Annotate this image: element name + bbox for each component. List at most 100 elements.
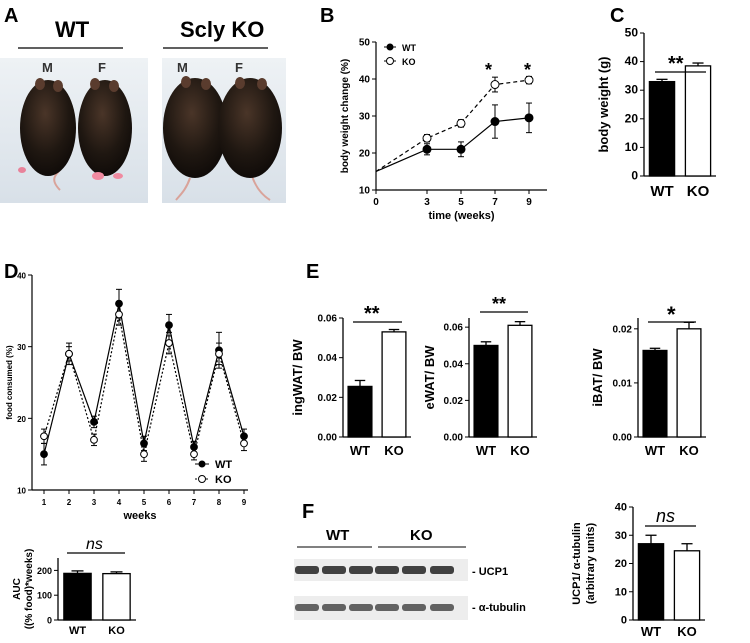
D-x-tick-label-3: 4 — [117, 498, 122, 507]
tubulin-band-4 — [375, 604, 399, 611]
C-bar-wt — [648, 80, 676, 177]
D-x-tick-label-5: 6 — [167, 498, 172, 507]
B-point-ko-1 — [422, 133, 432, 143]
D-AUC-bar-wt — [63, 572, 92, 621]
D-AUC-y-label-1: ((% food)*weeks) — [24, 549, 35, 630]
C-y-tick-label-0: 0 — [631, 169, 638, 183]
panel-c-sig: ** — [668, 53, 684, 75]
tubulin-band-6 — [430, 604, 454, 611]
D-y-tick-label-3: 40 — [17, 272, 26, 281]
photo-label-ko-m: M — [177, 60, 188, 75]
D-AUC-y-tick-label-0: 0 — [47, 616, 52, 626]
tubulin-band-5 — [402, 604, 426, 611]
B-line-wt — [375, 117, 530, 173]
E2-cat-label-wt: WT — [476, 443, 496, 458]
D-x-tick-label-8: 9 — [242, 498, 247, 507]
D-point-wt-5 — [165, 321, 173, 330]
E1-y-tick-label-2: 0.04 — [318, 353, 338, 364]
D-AUC-y-tick-label-1: 100 — [37, 591, 52, 601]
E2-y-tick-label-0: 0.00 — [444, 433, 464, 444]
C-cat-label-ko: KO — [687, 183, 710, 200]
C-y-label-0: body weight (g) — [596, 56, 611, 152]
F-bar-wt — [637, 543, 665, 621]
B-x-tick-label-2: 5 — [458, 197, 464, 208]
panel-b-legend: WT KO — [384, 43, 416, 67]
B-point-wt-2 — [456, 144, 466, 154]
panel-e2-sig: ** — [492, 294, 506, 314]
photo-label-wt-f: F — [98, 60, 106, 75]
F-cat-label-ko: KO — [677, 624, 697, 639]
chart-e-ingwat: 0.00 0.02 0.04 0.06 WT KO ingWAT/ BW — [290, 314, 411, 458]
blot-group-ko: KO — [410, 527, 433, 544]
tubulin-band-2 — [322, 604, 346, 611]
B-line-ko — [375, 79, 530, 173]
chart-e-ewat: 0.00 0.02 0.04 0.06 WT KO eWAT/ BW — [422, 318, 537, 458]
C-y-tick-label-5: 50 — [625, 26, 639, 40]
E2-y-tick-label-3: 0.06 — [444, 323, 464, 334]
C-y-tick-label-4: 40 — [625, 54, 639, 68]
panel-c-label: C — [610, 5, 624, 27]
E3-y-tick-label-1: 0.01 — [613, 378, 633, 389]
B-y-tick-label-2: 30 — [359, 112, 371, 123]
D-y-tick-label-0: 10 — [17, 487, 26, 496]
D-line-ko — [43, 314, 245, 455]
blot-group-wt: WT — [326, 527, 349, 544]
band-label-tubulin: - α-tubulin — [472, 602, 526, 614]
mouse-wt-female — [78, 78, 132, 180]
ucp1-band-1 — [295, 566, 319, 574]
C-bar-ko — [684, 65, 712, 177]
legend-wt-label: WT — [402, 43, 416, 53]
E3-cat-label-ko: KO — [679, 443, 699, 458]
D-x-tick-label-7: 8 — [217, 498, 222, 507]
mouse-ko-male — [163, 76, 227, 201]
photo-label-wt-m: M — [42, 60, 53, 75]
chart-b: 10 20 30 40 50 0 3 5 7 9 time (weeks) body weight c… — [340, 38, 547, 222]
panel-b-sig-week9: * — [524, 60, 531, 80]
D-AUC-y-label-0: AUC — [12, 578, 23, 600]
B-x-label: time (weeks) — [428, 210, 494, 222]
E2-y-tick-label-2: 0.04 — [444, 359, 464, 370]
D-x-tick-label-0: 1 — [42, 498, 47, 507]
B-point-ko-4 — [524, 75, 534, 85]
E1-y-label-0: ingWAT/ BW — [290, 339, 305, 416]
E3-cat-label-wt: WT — [645, 443, 665, 458]
western-blot: WT KO - UCP1 - α-tubulin — [294, 527, 526, 620]
chart-f-ucp1: 0 10 20 30 40 WT KO UCP1/ α-tubulin (arbitrary u… — [571, 502, 705, 639]
panel-b-label: B — [320, 5, 334, 27]
D-AUC-cat-label-wt: WT — [69, 625, 86, 637]
panel-f-sig: ns — [656, 506, 675, 526]
chart-c: 0 10 20 30 40 50 WT KO body weight (g) — [596, 26, 716, 200]
F-y-tick-label-4: 40 — [615, 502, 627, 514]
D-y-label: food consumed (%) — [5, 345, 14, 420]
B-point-ko-2 — [456, 118, 466, 128]
legend-ko-marker — [386, 57, 394, 65]
C-y-tick-label-2: 20 — [625, 111, 639, 125]
D-point-ko-6 — [190, 450, 198, 459]
E3-y-tick-label-2: 0.02 — [613, 324, 633, 335]
ucp1-band-4 — [375, 566, 399, 574]
D-point-wt-0 — [40, 450, 48, 459]
E3-y-tick-label-0: 0.00 — [613, 433, 633, 444]
E1-cat-label-wt: WT — [350, 443, 370, 458]
D-x-tick-label-4: 5 — [142, 498, 147, 507]
E1-bar-wt — [347, 385, 373, 438]
F-y-tick-label-0: 0 — [621, 615, 627, 627]
B-y-tick-label-0: 10 — [359, 186, 371, 197]
band-label-ucp1: - UCP1 — [472, 566, 508, 578]
D-AUC-bar-ko — [102, 572, 131, 621]
panel-a-label: A — [4, 5, 18, 27]
ucp1-band-5 — [402, 566, 426, 574]
D-AUC-y-tick-label-2: 200 — [37, 566, 52, 576]
E1-y-tick-label-3: 0.06 — [318, 314, 338, 325]
D-point-wt-2 — [90, 418, 98, 426]
panel-a-group-ko: Scly KO — [180, 17, 264, 42]
C-cat-label-wt: WT — [650, 183, 673, 200]
E1-cat-label-ko: KO — [384, 443, 404, 458]
E3-bar-ko — [676, 328, 702, 438]
D-point-ko-5 — [165, 339, 173, 347]
F-y-label-0: UCP1/ α-tubulin — [571, 522, 583, 605]
mouse-photo: M F M F — [0, 58, 286, 203]
B-y-tick-label-4: 50 — [359, 38, 371, 49]
B-point-wt-4 — [524, 113, 534, 123]
D-y-tick-label-2: 30 — [17, 343, 26, 352]
